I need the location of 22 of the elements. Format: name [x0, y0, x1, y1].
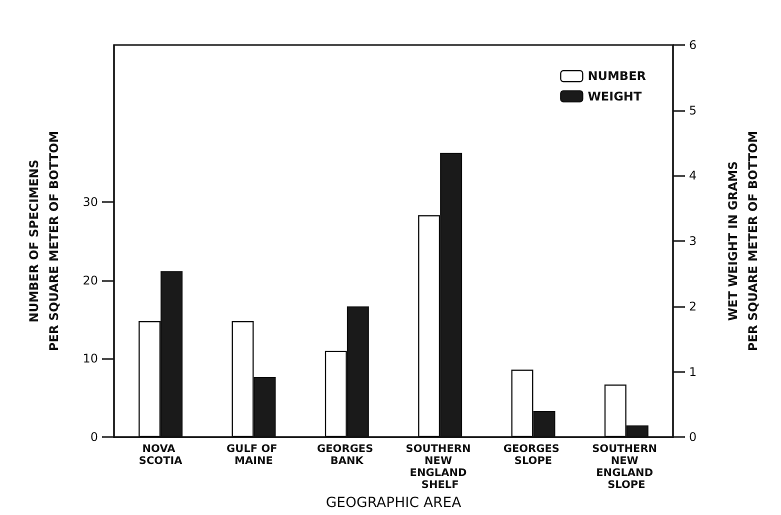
y2-axis-title: WET WEIGHT IN GRAMS PER SQUARE METER OF BOTTOM [726, 130, 760, 352]
y2-tick-label: 5 [689, 103, 697, 118]
x-tick-label: GULF OF MAINE [226, 443, 281, 468]
x-axis-title: GEOGRAPHIC AREA [326, 495, 462, 511]
legend-label: WEIGHT [588, 89, 642, 104]
y-axis-title: NUMBER OF SPECIMENS PER SQUARE METER OF BOTTOM [27, 130, 61, 352]
x-tick-label: GEORGES BANK [317, 443, 377, 468]
y2-tick-label: 4 [689, 168, 697, 183]
y-tick-label: 20 [82, 273, 98, 288]
y2-tick-label: 2 [689, 299, 697, 314]
x-tick-label: GEORGES SLOPE [503, 443, 564, 468]
y2-tick-label: 1 [689, 364, 697, 379]
y2-tick-label: 0 [689, 430, 697, 444]
x-tick-label: NOVA SCOTIA [138, 443, 184, 468]
y-tick-label: 0 [90, 430, 98, 444]
y2-tick-label: 3 [689, 234, 697, 248]
x-tick-label: SOUTHERN NEW ENGLAND SHELF [406, 443, 474, 492]
legend-label: NUMBER [588, 69, 646, 84]
y-tick-label: 30 [82, 194, 98, 209]
x-tick-label: SOUTHERN NEW ENGLAND SLOPE [592, 443, 661, 492]
y2-tick-label: 6 [689, 38, 697, 52]
y-tick-label: 10 [82, 352, 98, 366]
